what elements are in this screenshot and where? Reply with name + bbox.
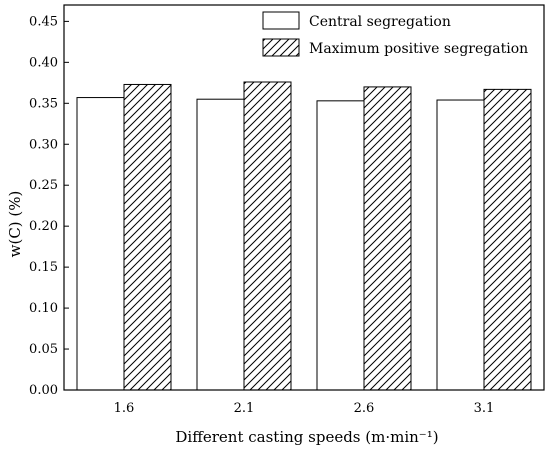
bar-maximum-positive-segregation [483, 88, 532, 391]
legend-swatch-central [262, 11, 300, 30]
bar-maximum-positive-segregation [363, 86, 412, 391]
x-tick-label: 1.6 [114, 401, 135, 416]
y-tick-label: 0.45 [29, 14, 58, 29]
bar-central-segregation [196, 98, 245, 391]
y-tick-label: 0.25 [29, 178, 58, 193]
y-tick-label: 0.15 [29, 260, 58, 275]
legend-swatch-maximum [262, 38, 300, 57]
x-tick-label: 2.6 [354, 401, 375, 416]
legend: Central segregation Maximum positive seg… [262, 11, 528, 57]
y-tick-label: 0.35 [29, 96, 58, 111]
y-tick-label: 0.05 [29, 342, 58, 357]
y-axis: 0.00 0.05 0.10 0.15 0.20 0.25 0.30 0.35 0.40 0.45 [29, 14, 69, 398]
x-axis: 1.6 2.1 2.6 3.1 [114, 385, 495, 416]
bar-maximum-positive-segregation [243, 81, 292, 391]
y-tick-label: 0.30 [29, 137, 58, 152]
x-axis-title: Different casting speeds (m·min⁻¹) [175, 428, 438, 446]
bars-group [76, 81, 532, 391]
legend-label-central: Central segregation [309, 14, 451, 30]
x-tick-label: 2.1 [234, 401, 255, 416]
bar-maximum-positive-segregation [123, 83, 172, 391]
y-tick-label: 0.20 [29, 219, 58, 234]
y-axis-title: w(C) (%) [6, 191, 24, 258]
plot-area-border [63, 4, 545, 391]
bar-central-segregation [316, 100, 365, 391]
bar-central-segregation [76, 97, 125, 391]
legend-label-maximum: Maximum positive segregation [309, 41, 528, 57]
x-tick-label: 3.1 [474, 401, 495, 416]
y-tick-label: 0.10 [29, 301, 58, 316]
y-tick-label: 0.00 [29, 383, 58, 398]
plot-frame [63, 4, 545, 391]
bar-central-segregation [436, 99, 485, 391]
y-tick-label: 0.40 [29, 55, 58, 70]
